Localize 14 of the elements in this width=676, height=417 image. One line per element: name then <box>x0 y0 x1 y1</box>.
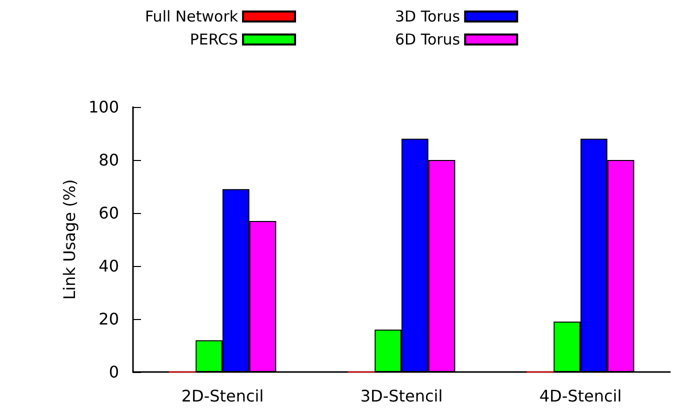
y-tick-label: 100 <box>88 98 119 116</box>
y-tick-label: 0 <box>108 362 119 382</box>
y-tick-label: 60 <box>98 204 119 222</box>
legend-label: 3D Torus <box>394 8 460 26</box>
y-tick-label: 80 <box>98 150 119 170</box>
x-tick-label: 4D-Stencil <box>539 386 622 406</box>
legend-label: Full Network <box>145 8 238 26</box>
legend-label: 6D Torus <box>394 30 460 48</box>
y-tick-label: 20 <box>98 310 119 328</box>
y-axis-title: Link Usage (%) <box>60 179 80 300</box>
x-tick-label: 3D-Stencil <box>360 386 443 406</box>
legend-label: PERCS <box>190 30 238 48</box>
y-tick-label: 40 <box>98 256 119 276</box>
x-tick-label: 2D-Stencil <box>181 386 264 406</box>
